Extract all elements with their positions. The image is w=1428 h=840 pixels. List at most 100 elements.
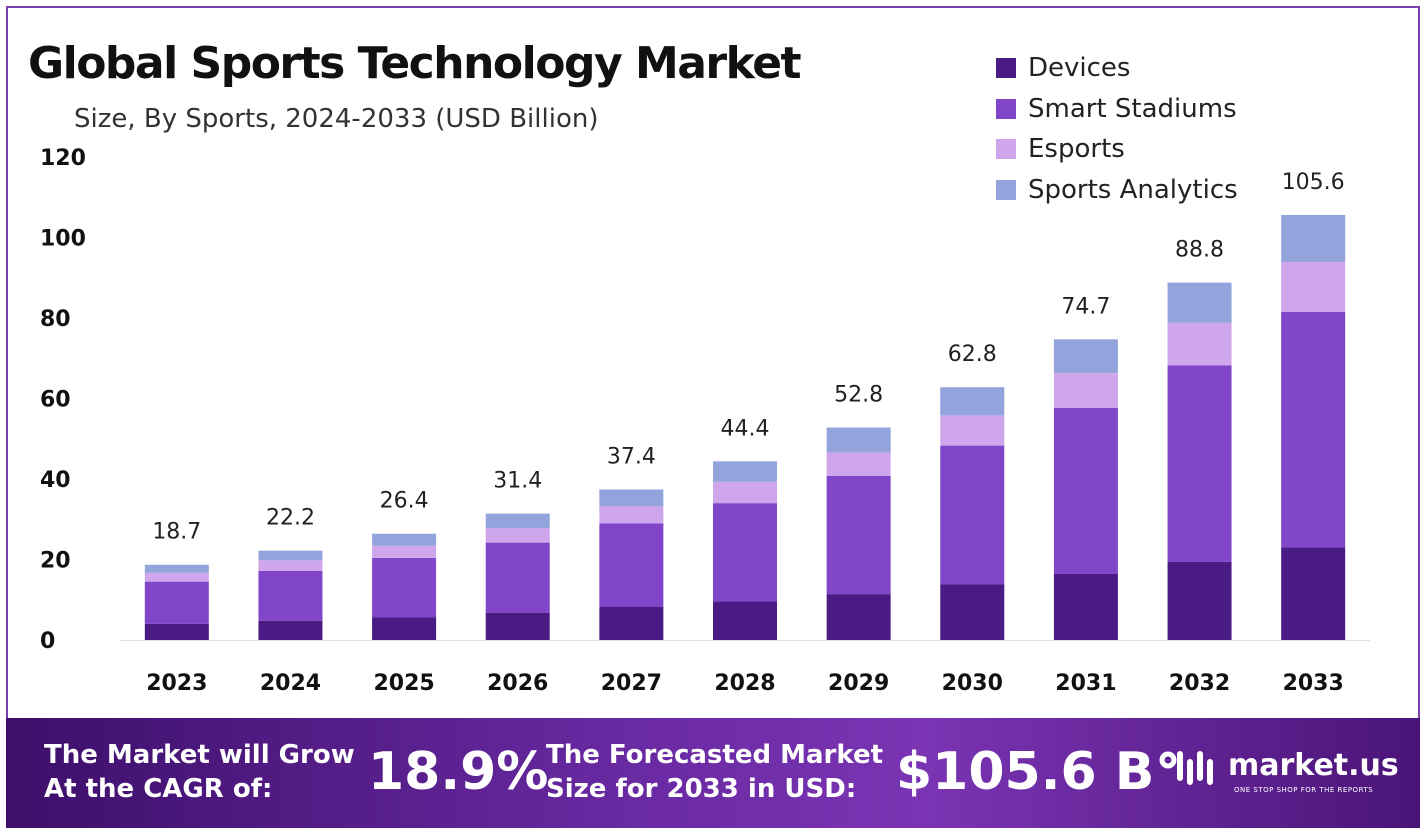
bar-segment-devices: [1167, 561, 1232, 640]
bar-segment-esports: [258, 560, 323, 571]
bar-segment-smart-stadiums: [940, 445, 1005, 585]
bar-segment-sports-analytics: [485, 513, 550, 529]
bar-segment-esports: [1053, 373, 1118, 408]
bar-segment-sports-analytics: [826, 427, 891, 453]
bar-segment-smart-stadiums: [372, 557, 437, 618]
y-tick-label: 0: [40, 629, 55, 654]
x-tick-label: 2030: [942, 671, 1003, 696]
bar-segment-sports-analytics: [144, 564, 209, 573]
bar-segment-devices: [826, 594, 891, 640]
bar-segment-smart-stadiums: [1281, 311, 1346, 548]
bar-segment-devices: [258, 620, 323, 640]
bar-segment-esports: [485, 528, 550, 543]
x-tick-label: 2025: [373, 671, 434, 696]
y-tick-label: 60: [40, 388, 71, 413]
bar-total-label: 105.6: [1282, 170, 1345, 195]
y-tick-label: 120: [40, 146, 86, 171]
bar-segment-smart-stadiums: [1167, 365, 1232, 562]
bar-total-label: 37.4: [607, 444, 656, 469]
chart-subtitle: Size, By Sports, 2024-2033 (USD Billion): [74, 104, 599, 134]
bar-total-label: 22.2: [266, 506, 315, 531]
x-tick-label: 2026: [487, 671, 548, 696]
bar-segment-devices: [1053, 573, 1118, 640]
legend-label-devices: Devices: [1028, 53, 1131, 84]
bar-total-label: 31.4: [493, 469, 542, 494]
y-tick-label: 100: [40, 227, 86, 252]
bar-segment-smart-stadiums: [144, 581, 209, 624]
bar-segment-sports-analytics: [1281, 214, 1346, 263]
bar-total-label: 74.7: [1061, 294, 1110, 319]
legend-label-sports-analytics: Sports Analytics: [1028, 174, 1238, 205]
bar-total-label: 44.4: [721, 416, 770, 441]
bar-segment-smart-stadiums: [485, 542, 550, 613]
x-tick-label: 2032: [1169, 671, 1230, 696]
bar-segment-sports-analytics: [599, 489, 664, 507]
bar-segment-sports-analytics: [940, 387, 1005, 416]
forecast-label: The Forecasted Market Size for 2033 in U…: [546, 738, 883, 806]
y-tick-label: 40: [40, 468, 71, 493]
brand-name: market.us: [1228, 748, 1399, 783]
cagr-label-line2: At the CAGR of:: [44, 774, 273, 804]
bar-segment-devices: [713, 601, 777, 640]
legend-swatch-devices: [996, 58, 1016, 79]
x-tick-label: 2023: [146, 671, 207, 696]
bar-segment-devices: [144, 623, 209, 640]
bar-segment-esports: [1281, 262, 1346, 312]
market-us-logo-icon: [1159, 751, 1213, 785]
forecast-label-line2: Size for 2033 in USD:: [546, 774, 857, 804]
bar-segment-devices: [940, 584, 1005, 640]
bar-segment-sports-analytics: [713, 461, 777, 482]
cagr-value: 18.9%: [368, 742, 549, 802]
bar-segment-sports-analytics: [372, 533, 437, 546]
bar-segment-sports-analytics: [1167, 282, 1232, 323]
legend-item-esports: Esports: [996, 129, 1238, 170]
bar-segment-esports: [826, 452, 891, 476]
bar-total-label: 18.7: [152, 520, 201, 545]
bar-segment-smart-stadiums: [713, 503, 777, 602]
chart-legend: Devices Smart Stadiums Esports Sports An…: [996, 48, 1238, 210]
legend-swatch-esports: [996, 139, 1016, 160]
legend-item-sports-analytics: Sports Analytics: [996, 170, 1238, 211]
bar-total-label: 52.8: [834, 382, 883, 407]
bar-segment-sports-analytics: [1053, 339, 1118, 374]
legend-label-smart-stadiums: Smart Stadiums: [1028, 93, 1237, 124]
y-tick-label: 80: [40, 307, 71, 332]
bar-segment-esports: [372, 545, 437, 558]
x-tick-label: 2028: [714, 671, 775, 696]
bar-total-label: 88.8: [1175, 238, 1224, 263]
legend-swatch-smart-stadiums: [996, 98, 1016, 119]
bar-segment-devices: [372, 617, 437, 640]
bar-segment-esports: [144, 572, 209, 582]
x-tick-label: 2033: [1283, 671, 1344, 696]
bar-segment-esports: [940, 415, 1005, 446]
bar-segment-devices: [599, 606, 664, 640]
bar-segment-smart-stadiums: [599, 523, 664, 607]
bar-segment-sports-analytics: [258, 550, 323, 561]
x-tick-label: 2027: [601, 671, 662, 696]
x-tick-label: 2029: [828, 671, 889, 696]
bar-segment-devices: [485, 612, 550, 640]
legend-item-devices: Devices: [996, 48, 1238, 89]
chart-title: Global Sports Technology Market: [28, 38, 802, 89]
bar-segment-esports: [1167, 322, 1232, 366]
stacked-bar-chart: 0 20 40 60 80 100 120 18.7 2023 22.2 2024 26.4 2025 3…: [40, 146, 1370, 696]
cagr-label: The Market will Grow At the CAGR of:: [44, 738, 355, 806]
x-tick-label: 2024: [260, 671, 321, 696]
bar-segment-esports: [713, 481, 777, 504]
bar-total-label: 62.8: [948, 342, 997, 367]
forecast-value: $105.6 B: [896, 742, 1155, 802]
legend-label-esports: Esports: [1028, 134, 1125, 165]
bar-segment-esports: [599, 506, 664, 524]
bar-segment-smart-stadiums: [258, 570, 323, 621]
bar-segment-devices: [1281, 547, 1346, 640]
bar-total-label: 26.4: [380, 489, 429, 514]
legend-swatch-sports-analytics: [996, 179, 1016, 200]
brand-tagline: ONE STOP SHOP FOR THE REPORTS: [1234, 786, 1374, 794]
x-tick-label: 2031: [1055, 671, 1116, 696]
bar-segment-smart-stadiums: [826, 475, 891, 595]
summary-banner: The Market will Grow At the CAGR of: 18.…: [6, 718, 1420, 828]
bar-segment-smart-stadiums: [1053, 407, 1118, 574]
cagr-label-line1: The Market will Grow: [44, 740, 355, 770]
forecast-label-line1: The Forecasted Market: [546, 740, 884, 770]
legend-item-smart-stadiums: Smart Stadiums: [996, 89, 1238, 130]
